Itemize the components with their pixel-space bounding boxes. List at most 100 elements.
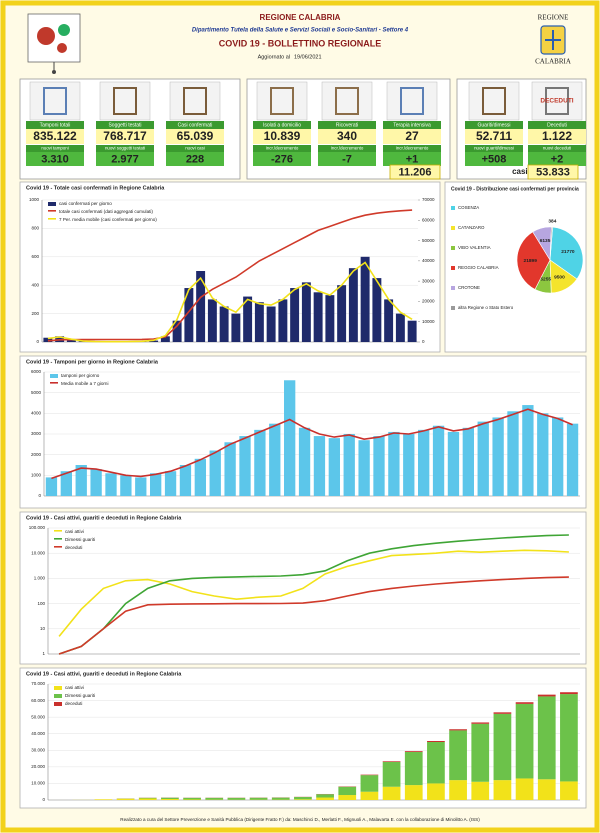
legend-label: deceduti: [65, 545, 82, 550]
tile-label: Soggetti testati: [108, 122, 141, 128]
y-tick-label: 10.000: [31, 550, 45, 555]
bar: [231, 313, 241, 342]
bar: [66, 339, 76, 342]
tile-value-bg: [383, 129, 441, 144]
bar: [477, 421, 489, 496]
footer: Realizzato a cura del Settore Prevenzion…: [120, 817, 480, 822]
chart-title: Covid 19 - Tamponi per giorno in Regione…: [26, 359, 159, 365]
legend-swatch: [451, 246, 455, 250]
bar-segment: [161, 799, 179, 800]
bar: [75, 465, 87, 496]
y-tick-label: 6000: [31, 369, 42, 374]
total-value: 11.206: [398, 166, 431, 178]
tile-value-bg: [465, 129, 523, 144]
bar-segment: [382, 761, 401, 762]
bar: [105, 473, 117, 496]
y-tick-label: 100: [37, 601, 45, 606]
bar-segment: [138, 798, 157, 800]
legend-swatch: [50, 382, 58, 384]
legend-label: tamponi per giorno: [61, 373, 100, 378]
bar: [418, 429, 430, 496]
tile-label: Tamponi totali: [40, 122, 71, 128]
y-tick-label: 0: [38, 493, 41, 498]
bar-segment: [271, 797, 290, 800]
y-tick-label: 0: [42, 797, 45, 802]
bar-segment: [205, 797, 224, 800]
bar: [447, 431, 460, 496]
legend-label: Dimessi guariti: [65, 537, 95, 542]
y-tick-label: 3000: [31, 431, 42, 436]
legend-swatch: [54, 546, 62, 548]
bar: [243, 296, 253, 342]
legend-swatch: [54, 538, 62, 540]
tile-icon-shape: [400, 87, 424, 115]
tile-label-bg: [318, 121, 376, 129]
bar: [290, 288, 300, 342]
bar-segment: [537, 779, 556, 800]
total-value: 53.833: [536, 166, 570, 178]
tile-label-bg: [166, 121, 224, 129]
tile-label: Ricoverati: [336, 122, 358, 128]
tile-value: 10.839: [264, 129, 301, 143]
line: [58, 576, 569, 655]
y-tick-label: 400: [31, 282, 39, 287]
tile-label: Guariti/dimessi: [477, 122, 510, 128]
y2-tick-label: 0: [422, 339, 425, 344]
tile-value-bg: [96, 129, 154, 144]
tile-value-bg: [166, 129, 224, 144]
tile-value-bg: [528, 129, 586, 144]
bar: [172, 320, 182, 342]
bar-segment: [537, 694, 556, 697]
tile-sub-value: -7: [342, 153, 352, 165]
bar: [266, 306, 276, 342]
bar-segment: [294, 799, 312, 800]
y-tick-label: 5000: [31, 390, 42, 395]
bar: [60, 471, 72, 496]
tile-sub-label-bg: [253, 145, 311, 152]
chart-title: Covid 19 - Totale casi confermati in Reg…: [26, 185, 165, 191]
tile-sub-label-bg: [26, 145, 84, 152]
y-tick-label: 600: [31, 254, 39, 259]
bar-segment: [560, 694, 578, 782]
tile-label-bg: [253, 121, 311, 129]
bar: [566, 423, 579, 496]
y-tick-label: 200: [31, 311, 39, 316]
total-value-bg: [527, 164, 579, 180]
bar-segment: [360, 791, 379, 800]
tile-sub-value: +2: [551, 153, 564, 165]
y2-tick-label: 10000: [422, 319, 435, 324]
tile-label-bg: [383, 121, 441, 129]
bar: [120, 475, 132, 496]
tile-icon-shape: [335, 87, 359, 115]
bar-segment: [94, 799, 113, 800]
stamp: DECEDUTI: [540, 98, 573, 105]
bar: [384, 299, 394, 342]
tile-sub-label-bg: [465, 145, 523, 152]
legend-swatch: [451, 226, 455, 230]
bar: [507, 411, 519, 496]
bar: [179, 465, 192, 496]
bar-segment: [471, 722, 490, 724]
total-value-bg: [389, 164, 441, 180]
bar-segment: [227, 797, 246, 800]
bar: [552, 417, 564, 496]
tile-label: Terapia intensiva: [393, 122, 431, 128]
y2-tick-label: 20000: [422, 299, 435, 304]
legend-label: Dimessi guariti: [65, 693, 95, 698]
bar: [278, 299, 288, 342]
tile-sub-value-bg: [26, 152, 84, 166]
bar-segment: [294, 797, 312, 800]
line: [47, 209, 413, 342]
tile-sub-label: nuovi soggetti testati: [105, 146, 145, 151]
bar-segment: [449, 780, 467, 800]
tile-value-bg: [253, 129, 311, 144]
updated-date: 19/06/2021: [294, 54, 322, 60]
tile-sub-value: +508: [482, 153, 507, 165]
bar: [360, 256, 370, 342]
tile-icon-shape: [482, 87, 506, 115]
region-logo: REGIONE CALABRIA: [535, 14, 571, 66]
legend-swatch: [50, 374, 58, 378]
pie-slice: [549, 226, 584, 280]
line: [47, 261, 413, 343]
